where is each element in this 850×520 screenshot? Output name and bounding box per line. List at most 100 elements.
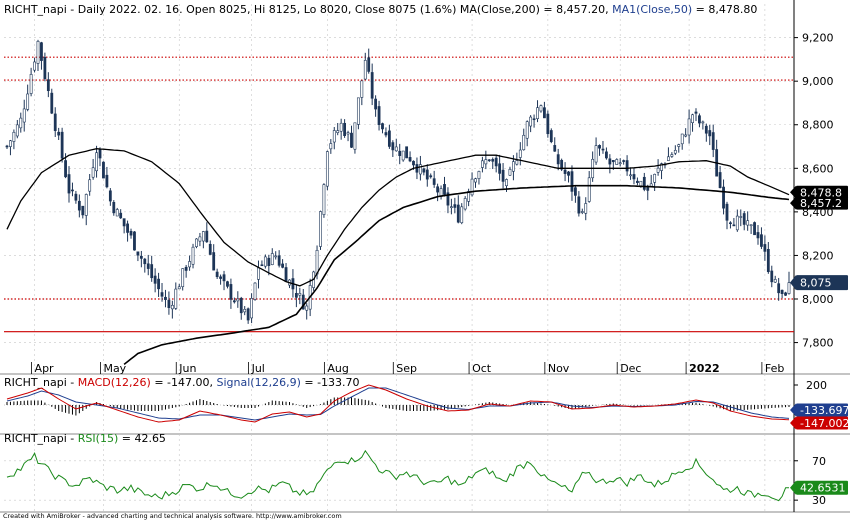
candle-body: [102, 161, 105, 179]
candle-body: [515, 160, 519, 165]
candle-body: [105, 174, 109, 188]
candle-body: [15, 124, 19, 137]
candle-body: [753, 222, 756, 236]
candle-body: [315, 250, 319, 275]
candle-body: [567, 171, 570, 176]
candle-body: [284, 267, 288, 282]
candle-body: [98, 149, 102, 159]
candle-body: [512, 161, 515, 172]
candle-body: [150, 264, 154, 279]
candle-body: [236, 298, 240, 302]
candle-body: [188, 261, 191, 268]
candle-body: [539, 105, 543, 112]
candle-body: [474, 178, 477, 183]
candle-body: [50, 92, 54, 114]
candle-body: [780, 289, 784, 294]
candle-body: [529, 116, 533, 127]
candle-body: [174, 288, 178, 309]
candle-body: [722, 186, 725, 209]
candle-body: [670, 154, 674, 157]
candle-body: [157, 278, 160, 290]
candle-body: [432, 178, 436, 185]
x-tick-label: Feb: [765, 362, 784, 375]
candle-body: [201, 231, 205, 242]
candle-body: [577, 196, 581, 214]
candle-body: [711, 132, 715, 150]
candle-body: [263, 256, 267, 267]
candle-body: [115, 209, 119, 217]
candle-body: [198, 236, 202, 242]
candle-body: [646, 187, 650, 191]
candle-body: [418, 164, 422, 175]
candle-body: [277, 255, 281, 266]
candle-body: [350, 132, 353, 148]
macd-value-label-bg: [796, 416, 848, 430]
candle-body: [253, 282, 257, 300]
candle-body: [725, 203, 729, 221]
candle-body: [580, 211, 584, 213]
candle-body: [57, 131, 61, 136]
candle-body: [739, 216, 743, 218]
candle-body: [260, 264, 264, 267]
candle-body: [394, 146, 398, 152]
candle-body: [143, 258, 147, 265]
candle-body: [556, 154, 560, 165]
candle-body: [477, 171, 481, 179]
candle-body: [129, 230, 133, 236]
candle-body: [343, 122, 347, 136]
close-value-label: 8,075: [800, 277, 832, 290]
candle-body: [546, 113, 550, 135]
candle-body: [40, 42, 43, 61]
title-part: = -133.70: [301, 376, 360, 389]
candle-body: [232, 300, 236, 303]
candle-body: [704, 125, 708, 134]
candle-body: [508, 169, 512, 176]
ma50-value-label-bg: [796, 185, 848, 199]
title-part: MACD(12,26): [78, 376, 151, 389]
ma200-line: [123, 184, 790, 366]
candle-body: [549, 130, 553, 143]
candle-body: [773, 279, 777, 283]
candle-body: [632, 174, 636, 180]
candle-body: [43, 56, 47, 80]
rsi-value-label-arrow: [790, 480, 796, 495]
candle-body: [501, 169, 505, 182]
title-part: RSI(15): [78, 432, 118, 445]
title-part: RICHT_napi -: [4, 432, 78, 445]
candle-body: [391, 142, 395, 151]
candle-body: [446, 192, 450, 206]
close-value-label-arrow: [790, 275, 796, 291]
candle-body: [91, 167, 95, 178]
candle-body: [673, 150, 677, 154]
candle-body: [443, 184, 446, 195]
ma200-value-label-bg: [796, 196, 848, 210]
candle-body: [332, 130, 336, 143]
y-tick-label: 7,800: [802, 337, 834, 350]
rsi-value-label: 42.6531: [800, 482, 846, 495]
title-part: RICHT_napi - Daily 2022. 02. 16. Open 80…: [4, 3, 460, 16]
x-tick-label: May: [103, 362, 126, 375]
candle-body: [71, 189, 74, 192]
candle-body: [126, 223, 129, 233]
candle-body: [536, 107, 539, 119]
candle-body: [170, 305, 174, 310]
y-tick-label: 8,200: [802, 249, 834, 262]
candle-body: [587, 177, 591, 202]
candle-body: [756, 232, 760, 239]
candle-body: [656, 167, 660, 173]
candle-body: [33, 61, 36, 71]
candle-body: [363, 60, 367, 80]
candle-body: [9, 140, 12, 147]
candle-body: [191, 246, 195, 265]
candle-body: [522, 134, 526, 151]
candle-body: [629, 174, 632, 177]
candle-body: [611, 160, 615, 163]
ma200-value-label: 8,457.2: [800, 197, 842, 210]
candle-body: [146, 263, 150, 269]
candle-body: [560, 159, 564, 170]
rsi-title: RICHT_napi - RSI(15) = 42.65: [4, 432, 166, 445]
macd-value-label-arrow: [790, 416, 796, 430]
rsi-y-tick-label: 30: [812, 494, 826, 507]
candle-body: [136, 251, 140, 256]
